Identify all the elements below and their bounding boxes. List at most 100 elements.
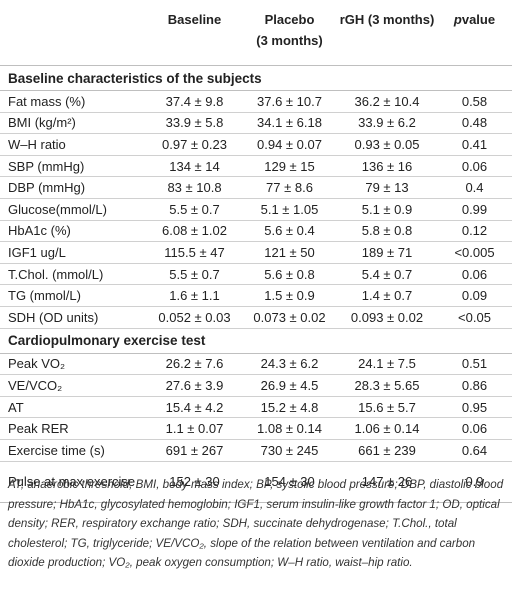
header-p-italic: p xyxy=(453,12,462,27)
rgh-cell: 189 ± 71 xyxy=(337,241,437,264)
placebo-cell: 1.5 ± 0.9 xyxy=(242,284,337,307)
table-row: SBP (mmHg) 134 ± 14 129 ± 15 136 ± 16 0.06 xyxy=(0,155,512,178)
row-label-cell: W–H ratio xyxy=(0,133,147,156)
row-label-cell: Exercise time (s) xyxy=(0,439,147,462)
row-label-cell: Peak RER xyxy=(0,417,147,440)
rgh-cell: 79 ± 13 xyxy=(337,176,437,199)
baseline-cell: 115.5 ± 47 xyxy=(147,241,242,264)
placebo-cell: 24.3 ± 6.2 xyxy=(242,353,337,376)
pvalue-cell: 0.51 xyxy=(437,353,512,376)
baseline-cell: 5.5 ± 0.7 xyxy=(147,263,242,286)
rgh-cell: 24.1 ± 7.5 xyxy=(337,353,437,376)
section-heading-row: Cardiopulmonary exercise test xyxy=(0,328,512,354)
table-row: Exercise time (s) 691 ± 267 730 ± 245 661 ±… xyxy=(0,439,512,462)
placebo-cell: 0.94 ± 0.07 xyxy=(242,133,337,156)
pvalue-cell: 0.64 xyxy=(437,439,512,462)
row-label-cell: DBP (mmHg) xyxy=(0,176,147,199)
placebo-cell: 1.08 ± 0.14 xyxy=(242,417,337,440)
placebo-cell: 0.073 ± 0.02 xyxy=(242,306,337,329)
placebo-cell: 15.2 ± 4.8 xyxy=(242,396,337,419)
row-label-cell: IGF1 ug/L xyxy=(0,241,147,264)
placebo-cell: 129 ± 15 xyxy=(242,155,337,178)
table-row: Peak VO₂ 26.2 ± 7.6 24.3 ± 6.2 24.1 ± 7.5 0.… xyxy=(0,353,512,376)
baseline-cell: 6.08 ± 1.02 xyxy=(147,220,242,243)
table-row: VE/VCO₂ 27.6 ± 3.9 26.9 ± 4.5 28.3 ± 5.65 0.… xyxy=(0,374,512,397)
pvalue-cell: 0.99 xyxy=(437,198,512,221)
pvalue-cell: 0.9 xyxy=(437,461,512,503)
table-row: Pulse at max exercise 152 ± 30 154 ± 30 147… xyxy=(0,461,512,503)
baseline-cell: 0.052 ± 0.03 xyxy=(147,306,242,329)
baseline-cell: 1.1 ± 0.07 xyxy=(147,417,242,440)
placebo-cell: 37.6 ± 10.7 xyxy=(242,90,337,113)
table-row: SDH (OD units) 0.052 ± 0.03 0.073 ± 0.02 0.… xyxy=(0,306,512,329)
rgh-cell: 33.9 ± 6.2 xyxy=(337,112,437,135)
placebo-cell: 5.6 ± 0.4 xyxy=(242,220,337,243)
footnote-text: AT, anaerobic threshold; BMI, body mass … xyxy=(8,478,504,569)
header-pvalue: pvalue xyxy=(437,0,512,66)
section-heading-row: Baseline characteristics of the subjects xyxy=(0,65,512,91)
section-title: Cardiopulmonary exercise test xyxy=(0,328,512,354)
baseline-cell: 0.97 ± 0.23 xyxy=(147,133,242,156)
table-row: IGF1 ug/L 115.5 ± 47 121 ± 50 189 ± 71 <0.00… xyxy=(0,241,512,264)
row-label-cell: AT xyxy=(0,396,147,419)
row-label-cell: Peak VO₂ xyxy=(0,353,147,376)
rgh-cell: 15.6 ± 5.7 xyxy=(337,396,437,419)
pvalue-cell: 0.95 xyxy=(437,396,512,419)
pvalue-cell: <0.005 xyxy=(437,241,512,264)
placebo-cell: 77 ± 8.6 xyxy=(242,176,337,199)
placebo-cell: 26.9 ± 4.5 xyxy=(242,374,337,397)
table-row: HbA1c (%) 6.08 ± 1.02 5.6 ± 0.4 5.8 ± 0.8 0.… xyxy=(0,220,512,243)
placebo-cell: 5.6 ± 0.8 xyxy=(242,263,337,286)
baseline-cell: 1.6 ± 1.1 xyxy=(147,284,242,307)
table-row: Peak RER 1.1 ± 0.07 1.08 ± 0.14 1.06 ± 0.14… xyxy=(0,417,512,440)
rgh-cell: 5.1 ± 0.9 xyxy=(337,198,437,221)
placebo-cell: 730 ± 245 xyxy=(242,439,337,462)
pvalue-cell: 0.06 xyxy=(437,155,512,178)
row-label-cell: TG (mmol/L) xyxy=(0,284,147,307)
row-label-cell: VE/VCO₂ xyxy=(0,374,147,397)
table-row: Fat mass (%) 37.4 ± 9.8 37.6 ± 10.7 36.2 ± … xyxy=(0,90,512,113)
pvalue-cell: 0.86 xyxy=(437,374,512,397)
table-row: TG (mmol/L) 1.6 ± 1.1 1.5 ± 0.9 1.4 ± 0.7 0.… xyxy=(0,284,512,307)
placebo-cell: 121 ± 50 xyxy=(242,241,337,264)
data-table: Baseline Placebo (3 months) rGH (3 month… xyxy=(0,0,512,503)
rgh-cell: 136 ± 16 xyxy=(337,155,437,178)
placebo-cell: 34.1 ± 6.18 xyxy=(242,112,337,135)
placebo-cell: 154 ± 30 xyxy=(242,461,337,503)
table-row: W–H ratio 0.97 ± 0.23 0.94 ± 0.07 0.93 ± 0.… xyxy=(0,133,512,156)
table-row: BMI (kg/m²) 33.9 ± 5.8 34.1 ± 6.18 33.9 ± 6… xyxy=(0,112,512,135)
section-title: Baseline characteristics of the subjects xyxy=(0,65,512,91)
rgh-cell: 661 ± 239 xyxy=(337,439,437,462)
table-footnote: AT, anaerobic threshold; BMI, body mass … xyxy=(0,475,508,573)
row-label-cell: Glucose(mmol/L) xyxy=(0,198,147,221)
baseline-cell: 37.4 ± 9.8 xyxy=(147,90,242,113)
rgh-cell: 36.2 ± 10.4 xyxy=(337,90,437,113)
baseline-cell: 26.2 ± 7.6 xyxy=(147,353,242,376)
pvalue-cell: 0.4 xyxy=(437,176,512,199)
baseline-cell: 83 ± 10.8 xyxy=(147,176,242,199)
baseline-cell: 27.6 ± 3.9 xyxy=(147,374,242,397)
table-row: DBP (mmHg) 83 ± 10.8 77 ± 8.6 79 ± 13 0.4 xyxy=(0,176,512,199)
header-blank xyxy=(0,0,147,66)
row-label-cell: BMI (kg/m²) xyxy=(0,112,147,135)
rgh-cell: 0.93 ± 0.05 xyxy=(337,133,437,156)
table-row: T.Chol. (mmol/L) 5.5 ± 0.7 5.6 ± 0.8 5.4 ± … xyxy=(0,263,512,286)
row-label-cell: T.Chol. (mmol/L) xyxy=(0,263,147,286)
baseline-cell: 15.4 ± 4.2 xyxy=(147,396,242,419)
rgh-cell: 147 ± 26 xyxy=(337,461,437,503)
row-label-cell: HbA1c (%) xyxy=(0,220,147,243)
table-row: AT 15.4 ± 4.2 15.2 ± 4.8 15.6 ± 5.7 0.95 xyxy=(0,396,512,419)
rgh-cell: 5.4 ± 0.7 xyxy=(337,263,437,286)
pvalue-cell: 0.48 xyxy=(437,112,512,135)
pvalue-cell: 0.09 xyxy=(437,284,512,307)
row-label-cell: SDH (OD units) xyxy=(0,306,147,329)
baseline-cell: 134 ± 14 xyxy=(147,155,242,178)
placebo-cell: 5.1 ± 1.05 xyxy=(242,198,337,221)
row-label-cell: SBP (mmHg) xyxy=(0,155,147,178)
pvalue-cell: 0.06 xyxy=(437,263,512,286)
pvalue-cell: 0.06 xyxy=(437,417,512,440)
header-placebo: Placebo (3 months) xyxy=(242,0,337,66)
table-body: Baseline characteristics of the subjects… xyxy=(0,65,512,503)
baseline-cell: 152 ± 30 xyxy=(147,461,242,503)
